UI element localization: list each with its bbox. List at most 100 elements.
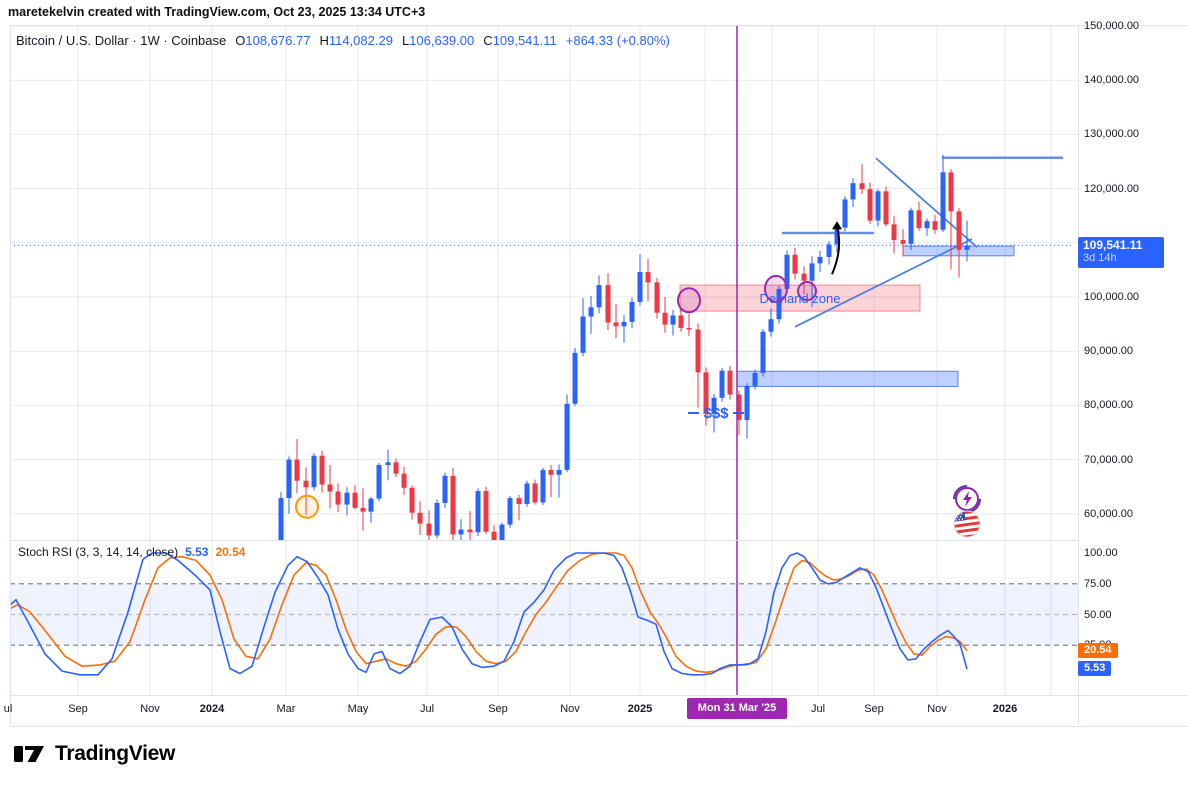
supply-zone-mid — [736, 370, 959, 387]
candle — [303, 480, 309, 488]
candle — [727, 370, 733, 395]
candle — [948, 172, 954, 212]
top-border — [10, 25, 1188, 26]
price-axis-label: 130,000.00 — [1084, 128, 1140, 141]
ohlc-low: L106,639.00 — [401, 33, 475, 48]
lightning-swap-icon[interactable] — [953, 485, 981, 513]
pane-divider[interactable] — [10, 540, 1078, 541]
candle — [572, 352, 578, 404]
ohlc-close: C109,541.11 — [483, 33, 557, 48]
stoch-k-value: 5.53 — [185, 545, 209, 559]
candle — [540, 469, 546, 503]
time-axis-label: 2024 — [199, 703, 225, 715]
candle — [686, 327, 692, 330]
candle — [548, 469, 554, 475]
tradingview-logo[interactable]: TradingView — [14, 741, 175, 767]
tradingview-logo-text: TradingView — [55, 742, 176, 765]
candle — [556, 469, 562, 475]
price-axis-label: 100,000.00 — [1084, 291, 1140, 303]
candle — [368, 498, 374, 512]
candle — [842, 199, 848, 228]
candle — [867, 189, 873, 221]
candle — [426, 523, 432, 536]
candle — [311, 455, 317, 488]
candle — [588, 307, 594, 317]
indicator-legend[interactable]: Stoch RSI (3, 3, 14, 14, close) 5.53 20.… — [18, 545, 245, 559]
stoch-k-line — [10, 552, 968, 676]
candle — [442, 475, 448, 503]
up-arrow — [831, 227, 841, 275]
candle — [875, 191, 881, 221]
time-axis-label: Sep — [864, 703, 884, 715]
candle — [744, 385, 750, 421]
candle — [319, 455, 325, 485]
candle — [335, 491, 341, 505]
candle — [891, 224, 897, 241]
candle — [605, 285, 611, 323]
candle — [834, 227, 840, 245]
candle — [662, 312, 668, 325]
candle — [916, 210, 922, 229]
time-axis-label: Nov — [140, 703, 160, 715]
us-flag-icon[interactable] — [952, 509, 982, 539]
candle — [703, 372, 709, 415]
candle — [491, 531, 497, 540]
price-axis-label: 150,000.00 — [1084, 20, 1140, 32]
candle — [475, 491, 481, 533]
candle — [654, 282, 660, 313]
candle — [809, 263, 815, 281]
candle — [940, 172, 946, 230]
tradingview-logo-icon — [14, 746, 44, 762]
candle — [621, 321, 627, 327]
ohlc-open: O108,676.77 — [235, 33, 311, 48]
candle — [516, 498, 522, 505]
price-axis-label: 90,000.00 — [1084, 345, 1133, 358]
candle — [760, 331, 766, 373]
price-axis-label: 140,000.00 — [1084, 74, 1140, 87]
stoch-d-badge: 20.54 — [1078, 642, 1118, 658]
indicator-axis-label: 50.00 — [1084, 608, 1112, 621]
candle — [294, 459, 300, 481]
candle — [637, 272, 643, 302]
candle — [924, 221, 930, 229]
candle — [801, 273, 807, 281]
candle — [278, 498, 284, 540]
symbol-header[interactable]: Bitcoin / U.S. Dollar · 1W · Coinbase O1… — [16, 33, 670, 48]
stoch-k-badge: 5.53 — [1078, 661, 1112, 677]
candle — [499, 524, 505, 540]
candle — [401, 473, 407, 488]
time-axis-label: Nov — [927, 703, 947, 715]
candle — [678, 315, 684, 328]
selected-date-badge[interactable]: Mon 31 Mar '25 — [687, 698, 787, 719]
candle — [817, 256, 823, 264]
candle — [580, 316, 586, 353]
candle — [327, 484, 333, 492]
candle — [736, 394, 742, 421]
orange-circle-marker — [295, 494, 319, 519]
candle — [286, 459, 292, 499]
candle — [883, 191, 889, 225]
candle — [908, 210, 914, 244]
symbol-title: Bitcoin / U.S. Dollar · 1W · Coinbase — [16, 33, 227, 48]
time-axis-label: 2026 — [992, 703, 1018, 715]
time-axis-label: ul — [3, 703, 13, 715]
price-change: +864.33 (+0.80%) — [565, 33, 670, 48]
demand-zone-label: Demand zone — [760, 291, 841, 306]
candle — [376, 465, 382, 499]
candle — [964, 245, 970, 250]
chart-stickers[interactable] — [948, 484, 988, 540]
time-axis-label: 2025 — [627, 703, 653, 715]
candle — [507, 498, 513, 525]
candle — [458, 529, 464, 535]
purple-circle-marker — [797, 281, 817, 302]
ohlc-high: H114,082.29 — [319, 33, 393, 48]
stoch-d-value: 20.54 — [215, 545, 246, 559]
candle — [859, 183, 865, 190]
ascending-trendline — [794, 238, 973, 328]
time-axis-label: May — [347, 703, 369, 715]
candle — [344, 492, 350, 505]
candle — [483, 491, 489, 532]
candle — [768, 319, 774, 332]
price-axis-label: 120,000.00 — [1084, 182, 1140, 195]
